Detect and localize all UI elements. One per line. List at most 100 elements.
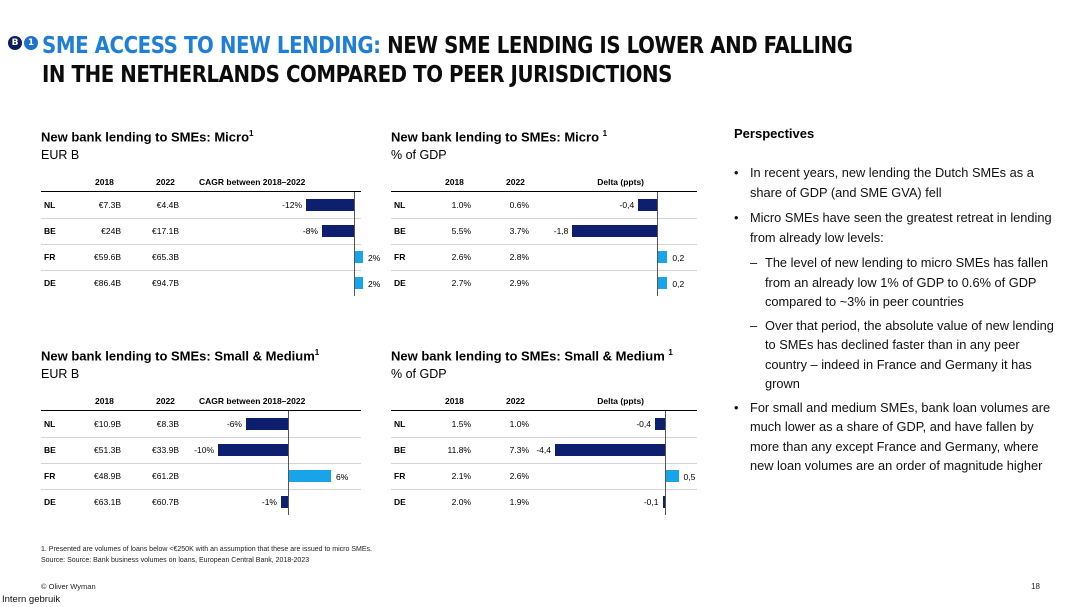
row-value-2018: 2.7%	[451, 278, 471, 288]
copyright: © Oliver Wyman	[41, 582, 96, 591]
bar-label: -0,1	[643, 497, 659, 507]
subsection-badge: 1	[24, 36, 38, 50]
perspectives-panel: Perspectives In recent years, new lendin…	[734, 126, 1054, 482]
header-rule	[391, 410, 697, 411]
col-header-2022: 2022	[156, 177, 175, 187]
header-rule	[391, 191, 697, 192]
bar-positive	[666, 470, 679, 482]
bar-label: 2%	[368, 253, 381, 263]
row-value-2018: 5.5%	[451, 226, 471, 236]
chart-sm-eur: 2018 2022 CAGR between 2018–2022 NL €10.9B €8…	[41, 396, 361, 515]
row-divider	[41, 270, 361, 271]
row-value-2022: €65.3B	[152, 252, 179, 262]
row-divider	[391, 489, 697, 490]
page-title: SME ACCESS TO NEW LENDING: NEW SME LENDI…	[42, 32, 902, 90]
row-value-2018: €7.3B	[98, 200, 121, 210]
bar-negative	[306, 199, 354, 211]
row-country: BE	[44, 226, 56, 236]
row-divider	[41, 437, 361, 438]
panel-title: New bank lending to SMEs: Small & Medium…	[41, 348, 320, 364]
bar-label: -0,4	[636, 419, 651, 429]
row-divider	[41, 489, 361, 490]
perspectives-heading: Perspectives	[734, 126, 815, 141]
panel-title: New bank lending to SMEs: Micro1	[41, 129, 254, 145]
bullet: Micro SMEs have seen the greatest retrea…	[734, 208, 1054, 247]
page-number: 18	[1031, 582, 1040, 591]
row-country: NL	[394, 419, 406, 429]
bar-label: -12%	[282, 200, 302, 210]
bar-label: 0,2	[672, 279, 685, 289]
row-value-2018: €51.3B	[94, 445, 121, 455]
row-value-2022: 2.8%	[509, 252, 529, 262]
bar-label: -8%	[302, 226, 318, 236]
row-divider	[391, 437, 697, 438]
row-value-2018: €86.4B	[94, 278, 121, 288]
source-note: Source: Source: Bank business volumes on…	[41, 557, 310, 564]
row-country: DE	[394, 497, 406, 507]
bar-positive	[355, 251, 363, 263]
panel-unit: EUR B	[41, 367, 80, 382]
row-divider	[41, 463, 361, 464]
bar-label: 6%	[336, 472, 349, 482]
row-value-2018: 2.0%	[451, 497, 471, 507]
row-divider	[41, 244, 361, 245]
row-country: DE	[394, 278, 406, 288]
row-value-2018: €48.9B	[94, 471, 121, 481]
chart-micro-gdp: 2018 2022 Delta (ppts) NL 1.0% 0.6% -0,4 BE 5.5%…	[391, 177, 697, 296]
header-rule	[41, 191, 361, 192]
row-value-2022: €33.9B	[152, 445, 179, 455]
row-divider	[391, 270, 697, 271]
bar-negative	[572, 225, 657, 237]
bar-label: 0,5	[683, 472, 696, 482]
panel-micro-gdp: New bank lending to SMEs: Micro 1 % of G…	[391, 126, 607, 163]
bar-negative	[638, 199, 657, 211]
bar-label: -0,4	[619, 200, 635, 210]
chart-sm-gdp: 2018 2022 Delta (ppts) NL 1.5% 1.0% -0,4 BE 11.8…	[391, 396, 697, 515]
row-country: FR	[394, 471, 406, 481]
bar-label: -1%	[261, 497, 277, 507]
footnote: 1. Presented are volumes of loans below …	[41, 546, 372, 553]
row-value-2022: 2.9%	[509, 278, 529, 288]
row-country: BE	[44, 445, 56, 455]
col-header-metric: CAGR between 2018–2022	[199, 177, 306, 187]
panel-title: New bank lending to SMEs: Micro 1	[391, 129, 608, 145]
section-badges: B 1	[8, 36, 38, 50]
chart-micro-eur: 2018 2022 CAGR between 2018–2022 NL €7.3B €4.…	[41, 177, 380, 296]
bar-positive	[355, 277, 363, 289]
row-value-2018: €63.1B	[94, 497, 121, 507]
bar-negative	[655, 418, 665, 430]
sub-bullet: Over that period, the absolute value of …	[734, 316, 1054, 394]
bar-label: -6%	[226, 419, 242, 429]
row-value-2022: 0.6%	[509, 200, 529, 210]
row-country: BE	[394, 226, 406, 236]
row-divider	[391, 463, 697, 464]
bar-positive	[289, 470, 331, 482]
bar-negative	[218, 444, 288, 456]
bar-negative	[246, 418, 288, 430]
zero-axis	[288, 411, 289, 515]
col-header-2018: 2018	[95, 177, 114, 187]
zero-axis	[354, 192, 355, 296]
col-header-2022: 2022	[506, 396, 525, 406]
bar-negative	[281, 496, 288, 508]
row-country: FR	[394, 252, 406, 262]
row-value-2022: €61.2B	[152, 471, 179, 481]
title-line2: IN THE NETHERLANDS COMPARED TO PEER JURI…	[42, 62, 672, 88]
row-country: NL	[394, 200, 406, 210]
section-badge: B	[8, 36, 22, 50]
bar-negative	[662, 496, 665, 508]
panel-sm-eur: New bank lending to SMEs: Small & Medium…	[41, 345, 319, 382]
bar-label: 2%	[368, 279, 381, 289]
panel-unit: EUR B	[41, 148, 80, 163]
bullet: For small and medium SMEs, bank loan vol…	[734, 398, 1054, 476]
row-value-2018: 2.6%	[451, 252, 471, 262]
col-header-metric: Delta (ppts)	[597, 177, 644, 187]
header-rule	[41, 410, 361, 411]
col-header-metric: CAGR between 2018–2022	[199, 396, 306, 406]
row-country: NL	[44, 200, 56, 210]
row-divider	[391, 244, 697, 245]
row-divider	[41, 218, 361, 219]
row-divider	[391, 218, 697, 219]
row-value-2018: €10.9B	[94, 419, 121, 429]
row-value-2018: €24B	[101, 226, 121, 236]
